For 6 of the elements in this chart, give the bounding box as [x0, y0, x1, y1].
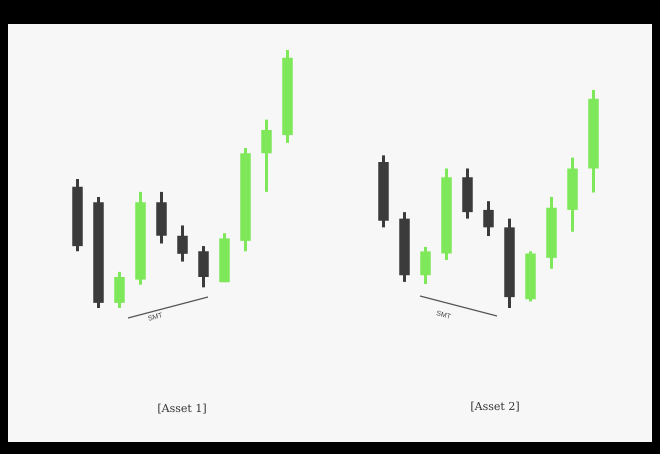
- x-axis-title: [Asset 1]: [157, 402, 207, 415]
- x-axis-title: [Asset 2]: [470, 400, 520, 413]
- candlestick: [483, 201, 494, 236]
- candlestick: [177, 225, 188, 262]
- candlestick: [420, 246, 431, 284]
- candlestick: [261, 120, 272, 192]
